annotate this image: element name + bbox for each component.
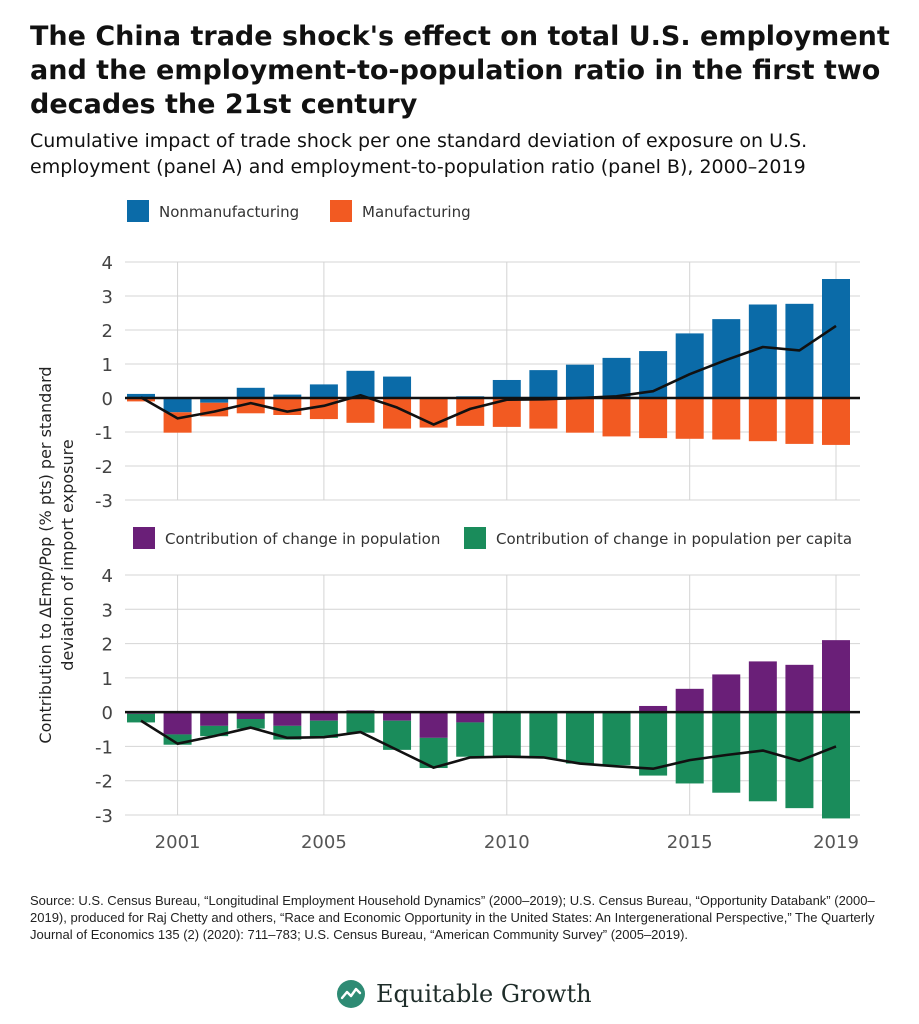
legend-label: Manufacturing [362, 203, 471, 221]
bar [566, 398, 594, 433]
bar [493, 713, 521, 758]
bar [676, 712, 704, 783]
legend-panel-b: Contribution of change in population Cont… [133, 527, 852, 549]
y-tick-label: 3 [102, 287, 113, 308]
legend-label: Contribution of change in population [165, 530, 440, 548]
x-tick-label: 2001 [155, 832, 201, 853]
bar [420, 712, 448, 738]
y-tick-label: -1 [95, 737, 113, 758]
y-axis-label-line-1: Contribution to ΔEmp/Pop (% pts) per sta… [36, 366, 55, 743]
source-note: Source: U.S. Census Bureau, “Longitudina… [30, 892, 890, 943]
x-axis: 2001 2005 2010 2015 2019 [155, 832, 859, 853]
bar [346, 398, 374, 423]
panel-b: 4 3 2 1 0 -1 -2 -3 [95, 566, 860, 827]
bar [310, 712, 338, 721]
bar [383, 377, 411, 398]
x-tick-label: 2019 [813, 832, 859, 853]
y-tick-label: 3 [102, 600, 113, 621]
x-tick-label: 2005 [301, 832, 347, 853]
bar [273, 712, 301, 726]
equitable-growth-logo-icon [336, 979, 366, 1009]
bar [566, 713, 594, 764]
bar [676, 398, 704, 439]
bar [749, 661, 777, 712]
bar [164, 398, 192, 412]
panel-a: 4 3 2 1 0 -1 -2 -3 [95, 253, 860, 512]
legend-swatch [464, 527, 486, 549]
bar [785, 398, 813, 444]
bar [822, 279, 850, 398]
bar [785, 665, 813, 712]
bar [676, 689, 704, 712]
bar [822, 398, 850, 445]
x-tick-label: 2015 [667, 832, 713, 853]
brand-logo: Equitable Growth [336, 976, 592, 1012]
chart-figure: Nonmanufacturing Manufacturing 4 3 2 1 0 -1 -2 -… [0, 0, 919, 880]
bar [164, 712, 192, 734]
y-tick-label: -2 [95, 772, 113, 793]
y-tick-label: 2 [102, 321, 113, 342]
y-tick-label: 1 [102, 669, 113, 690]
y-tick-label: -1 [95, 423, 113, 444]
bar [529, 713, 557, 758]
bar [310, 384, 338, 398]
y-tick-label: 0 [102, 703, 113, 724]
y-tick-label: 2 [102, 635, 113, 656]
bar [749, 712, 777, 801]
bar [529, 398, 557, 429]
bar [346, 712, 374, 733]
bar [712, 674, 740, 712]
bar [639, 398, 667, 438]
brand-name: Equitable Growth [376, 980, 592, 1008]
legend-label: Nonmanufacturing [159, 203, 299, 221]
bar [566, 365, 594, 398]
y-tick-label: 1 [102, 355, 113, 376]
y-tick-label: 0 [102, 389, 113, 410]
y-tick-label: 4 [102, 253, 113, 274]
bar [493, 380, 521, 398]
bar [603, 398, 631, 436]
y-axis-label-line-2: deviation of import exposure [58, 439, 77, 670]
y-tick-label: -3 [95, 806, 113, 827]
bar [822, 712, 850, 818]
bar [676, 333, 704, 398]
bar [749, 398, 777, 441]
x-tick-label: 2010 [484, 832, 530, 853]
legend-swatch [330, 200, 352, 222]
legend-label: Contribution of change in population per… [496, 530, 852, 548]
bar [712, 712, 740, 793]
bar [456, 712, 484, 722]
bar [200, 712, 228, 726]
y-tick-label: -2 [95, 457, 113, 478]
bar [456, 722, 484, 756]
bar [346, 371, 374, 398]
legend-swatch [127, 200, 149, 222]
legend-swatch [133, 527, 155, 549]
bar [237, 388, 265, 398]
bar [603, 712, 631, 765]
bar [712, 398, 740, 439]
bar [529, 370, 557, 398]
bar [603, 358, 631, 398]
y-tick-label: 4 [102, 566, 113, 587]
legend-panel-a: Nonmanufacturing Manufacturing [127, 200, 471, 222]
bar [822, 640, 850, 712]
y-tick-label: -3 [95, 491, 113, 512]
bar [383, 712, 411, 721]
